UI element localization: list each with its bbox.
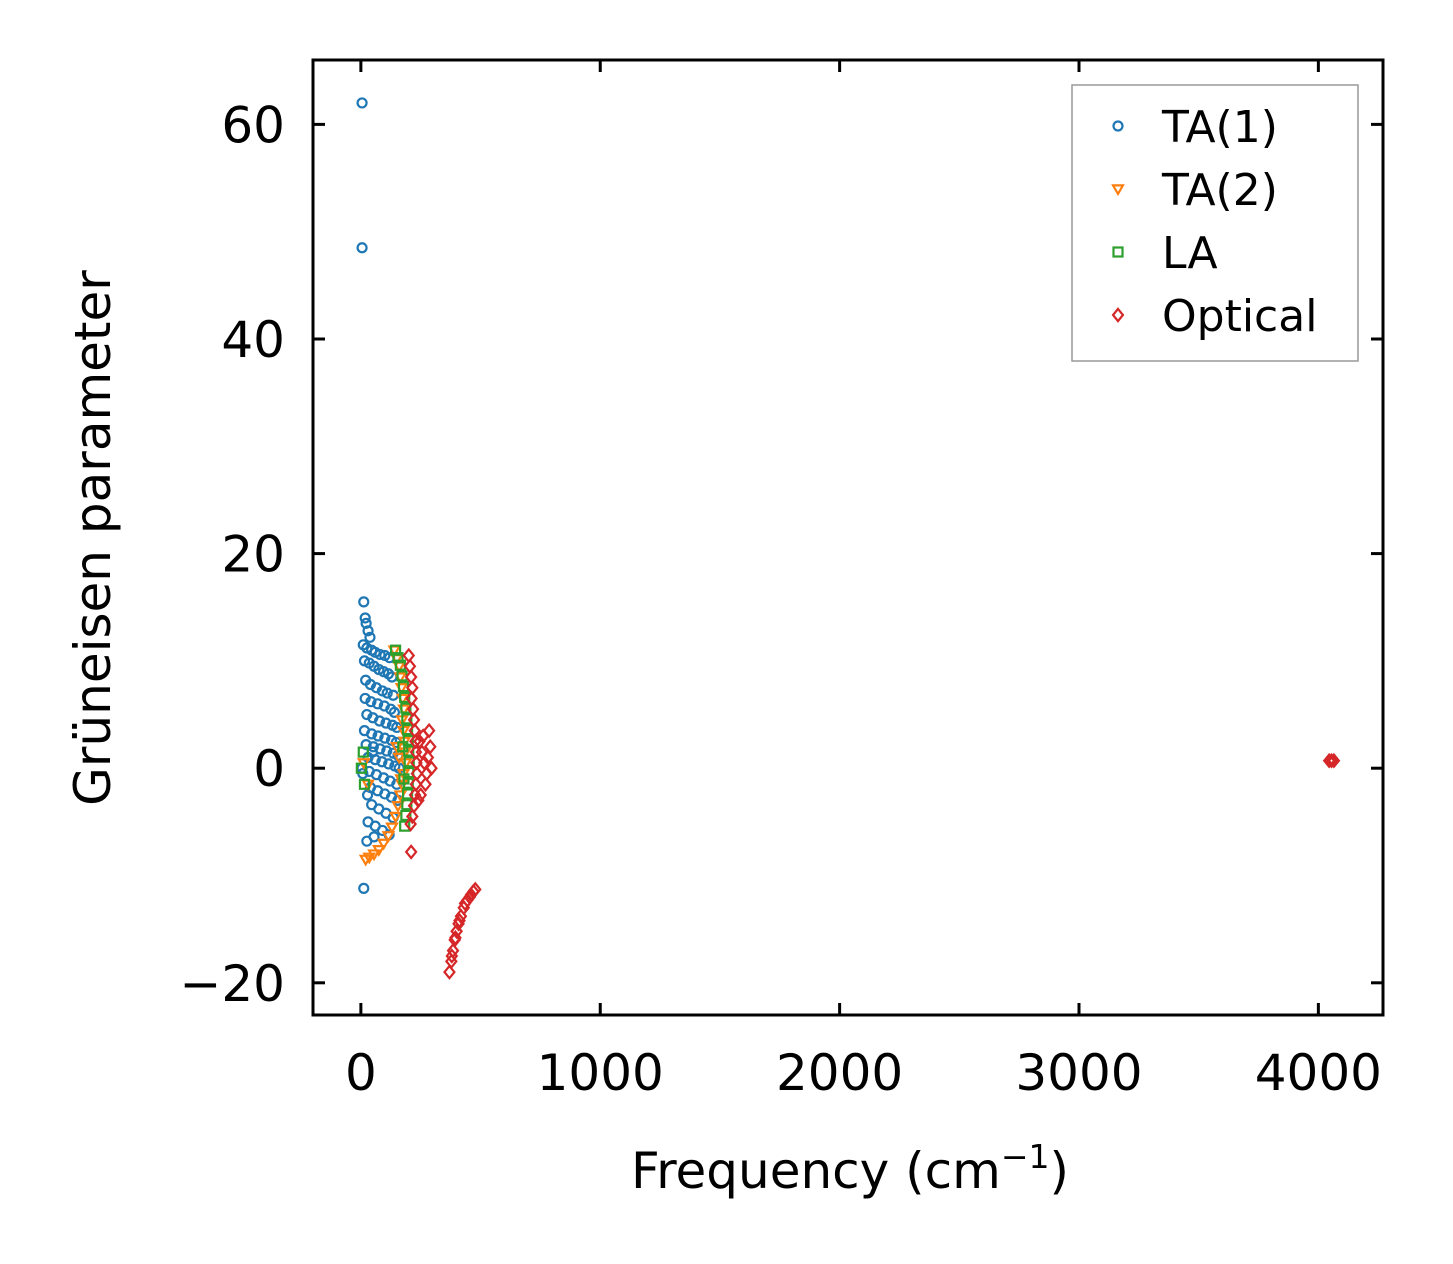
data-point [362,852,377,865]
data-point [411,792,425,809]
data-point [391,801,405,813]
data-point [366,728,378,740]
legend-label: TA(2) [1161,165,1278,216]
data-point [405,808,419,825]
data-point [404,816,418,832]
data-point [385,822,399,835]
legend-label: Optical [1162,291,1317,342]
data-point [376,838,391,851]
data-point [381,745,393,757]
data-point [356,97,368,109]
data-point [357,746,369,758]
data-point [383,758,395,770]
y-tick-label: −20 [179,955,285,1013]
data-point [362,625,374,637]
data-point [398,773,410,785]
series-optical [402,647,1341,980]
data-point [1327,752,1341,769]
data-point [365,696,377,708]
data-point [388,811,403,824]
plot-frame [311,58,1385,1017]
data-point [404,844,418,860]
data-point [416,728,430,744]
x-tick-label: 1000 [537,1044,664,1102]
data-point [373,715,386,727]
data-point [392,752,407,765]
y-axis-title: Grüneisen parameter [64,270,122,806]
data-point [1322,752,1336,769]
x-axis-title-main: Frequency (cm [631,1142,1001,1200]
y-tick-label: 20 [221,526,285,584]
ticks-layer [313,60,1383,1015]
y-tick-label: 60 [221,96,285,154]
data-point [443,964,456,980]
data-point [425,760,438,777]
legend-marker [1111,184,1125,197]
legend-entry: LA [1112,228,1218,279]
data-point [422,722,436,739]
data-point [389,644,402,656]
data-point [449,929,462,946]
data-point [358,854,373,867]
data-point [358,596,370,608]
data-point [388,706,400,719]
legend-entry: TA(1) [1112,102,1278,153]
data-point [400,809,412,822]
data-point [392,652,404,664]
data-point [368,831,380,843]
data-point [374,648,386,661]
data-point [358,882,370,894]
data-point [381,831,396,843]
series-layer [355,97,1341,980]
x-tick-label: 3000 [1015,1044,1142,1102]
data-point [399,758,413,770]
data-point [359,692,371,705]
x-tick-label: 2000 [776,1044,903,1102]
data-point [419,776,432,793]
data-point [453,912,466,929]
legend: TA(1) TA(2) LA Optical [1071,84,1359,362]
data-point [414,787,428,803]
legend-marker [1112,246,1124,258]
x-tick-label: 0 [345,1044,377,1102]
y-tick-label: 40 [221,311,285,369]
data-point [355,762,367,774]
legend-label: LA [1162,228,1218,279]
data-point [356,242,368,254]
x-axis-title-superscript: −1 [1001,1137,1050,1176]
data-point [446,942,460,959]
data-point [1325,752,1338,769]
data-point [397,741,409,753]
legend-marker [1111,307,1125,323]
data-point [358,778,371,790]
data-point [364,631,376,643]
data-point [372,730,384,742]
tick-labels-layer: 0 1000 2000 3000 4000 −20 0 20 40 60 [179,96,1382,1102]
data-point [372,698,384,710]
x-axis-title: Frequency (cm−1) [631,1137,1069,1200]
data-point [399,820,411,832]
legend-marker [1112,120,1124,132]
legend-entry: Optical [1111,291,1317,342]
x-tick-label: 4000 [1255,1044,1382,1102]
data-point [359,612,371,624]
data-point [421,749,435,766]
y-tick-label: 0 [253,740,285,798]
legend-label: TA(1) [1161,102,1278,153]
data-point [463,889,477,905]
data-point [360,738,372,751]
legend-entries: TA(1) TA(2) LA Optical [1111,102,1317,342]
data-point [445,948,459,964]
legend-entry: TA(2) [1111,165,1278,216]
data-point [467,883,480,900]
data-point [376,756,388,768]
data-point [379,732,391,744]
data-point [381,687,393,699]
data-point [380,717,392,729]
x-axis-title-suffix: ) [1050,1142,1070,1200]
data-point [399,691,411,703]
